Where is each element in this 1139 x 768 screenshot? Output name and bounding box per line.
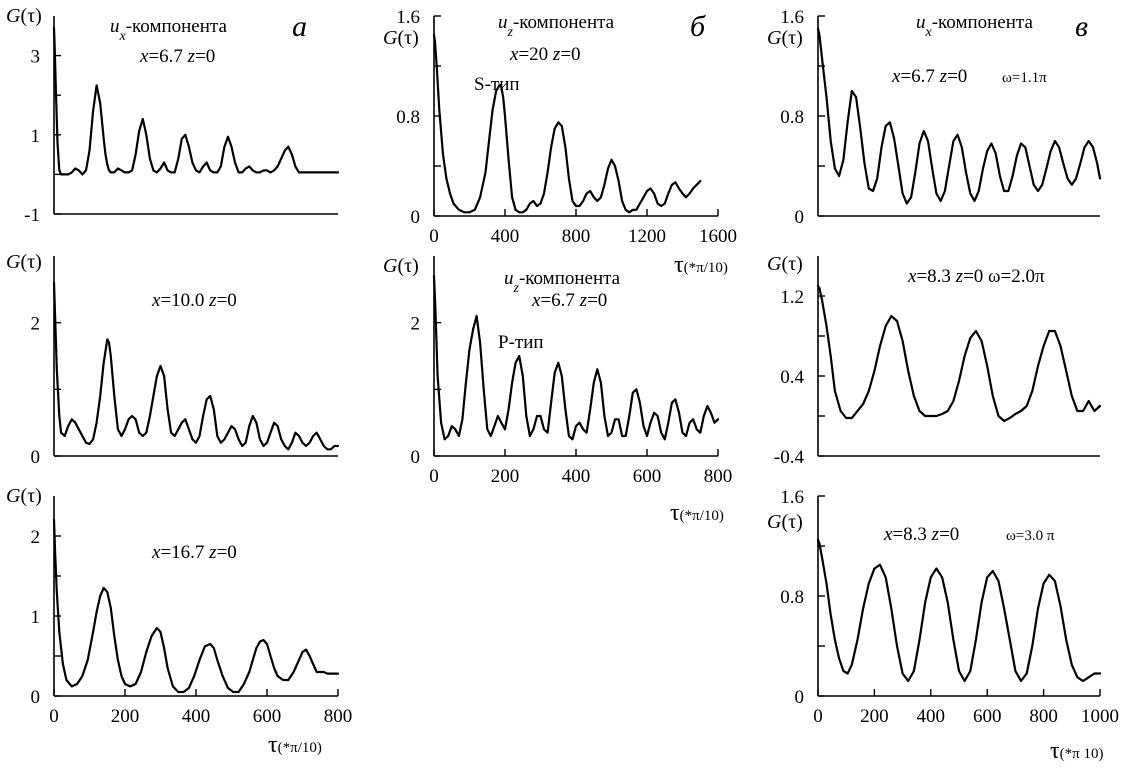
a3-xtick-label-3: 600 <box>253 706 282 727</box>
c1-series-line-0 <box>816 27 1102 205</box>
panel-letter-c: в <box>1075 10 1088 43</box>
b1-xlabel: τ(*π/10) <box>674 252 728 278</box>
a1-annotation-1: x=6.7 z=0 <box>139 46 215 67</box>
a3-ytick-label-0: 0 <box>31 687 41 708</box>
b1-xtick-label-2: 800 <box>562 226 591 247</box>
b1-ylabel: G(τ) <box>383 27 419 49</box>
a1-annotation-0: ux-компонента <box>110 16 227 44</box>
b2-annotation-2: P-тип <box>498 332 544 353</box>
b1-xtick-label-0: 0 <box>429 226 439 247</box>
a2-ytick-label-1: 2 <box>31 314 41 335</box>
a1-ylabel: G(τ) <box>6 5 42 27</box>
a2-annotation-0: x=10.0 z=0 <box>151 290 237 311</box>
chart-panel-a3: 0 1 2 0 200 400 600 800 G(τ) x=16.7 z=0 τ(*π/10) <box>6 485 352 758</box>
c3-xtick-label-1: 200 <box>860 706 889 727</box>
c3-annotation-1: ω=3.0 π <box>1006 528 1055 544</box>
b2-ytick-label-1: 2 <box>411 314 421 335</box>
c2-annotation-0: x=8.3 z=0 ω=2.0π <box>907 266 1045 287</box>
b2-xtick-label-3: 600 <box>633 466 662 487</box>
b2-series-line-0 <box>432 274 720 441</box>
a1-ytick-label-2: 3 <box>31 47 41 68</box>
c3-ytick-label-0: 0 <box>795 687 805 708</box>
b2-annotation-1: x=6.7 z=0 <box>531 290 607 311</box>
c1-annotation-0: ux-компонента <box>916 12 1033 40</box>
panel-letter-b: б <box>690 10 706 43</box>
c3-ytick-label-2: 1.6 <box>780 487 804 508</box>
c1-ylabel: G(τ) <box>767 27 803 49</box>
b1-xtick-label-1: 400 <box>491 226 520 247</box>
a3-ytick-label-2: 2 <box>31 527 41 548</box>
a3-xtick-label-4: 800 <box>324 706 353 727</box>
c1-ytick-label-0: 0 <box>795 207 805 228</box>
c2-ytick-label-1: 0.4 <box>780 367 804 388</box>
a3-xlabel: τ(*π/10) <box>268 732 322 758</box>
c3-series-line-0 <box>816 538 1102 683</box>
b2-ylabel: G(τ) <box>383 255 419 277</box>
a2-series-line-0 <box>52 281 340 451</box>
chart-panel-a2: 0 2 G(τ) x=10.0 z=0 <box>6 251 340 468</box>
b1-xtick-label-4: 1600 <box>699 226 737 247</box>
a1-ytick-label-1: 1 <box>31 126 41 147</box>
chart-panel-b1: 0 0.8 1.6 0 400 800 1200 1600 G(τ) uz-компонента x… <box>383 7 737 278</box>
b2-xtick-label-0: 0 <box>429 466 439 487</box>
b1-ytick-label-2: 1.6 <box>396 7 420 28</box>
chart-panel-c1: 0 0.8 1.6G(τ) ux-компонента x=6.7 z=0 ω=1.1π <box>767 7 1102 228</box>
b2-annotation-0: uz-компонента <box>504 268 621 296</box>
c1-ytick-label-2: 1.6 <box>780 7 804 28</box>
a3-xtick-label-2: 400 <box>182 706 211 727</box>
a3-xtick-label-0: 0 <box>49 706 59 727</box>
c3-xtick-label-4: 800 <box>1029 706 1058 727</box>
a3-ytick-label-1: 1 <box>31 607 41 628</box>
b2-xtick-label-1: 200 <box>491 466 520 487</box>
a3-xtick-label-1: 200 <box>111 706 140 727</box>
b1-series-line-0 <box>432 33 702 214</box>
c2-ylabel: G(τ) <box>767 253 803 275</box>
c3-xtick-label-3: 600 <box>973 706 1002 727</box>
a3-annotation-0: x=16.7 z=0 <box>151 542 237 563</box>
chart-panel-c2: -0.4 0.4 1.2 G(τ) x=8.3 z=0 ω=2.0π <box>767 253 1102 468</box>
c3-xlabel: τ(*π 10) <box>1050 738 1103 764</box>
a3-series-line-0 <box>52 518 340 694</box>
c2-ytick-label-0: -0.4 <box>774 447 805 468</box>
b2-xlabel: τ(*π/10) <box>670 500 724 526</box>
c3-xtick-label-5: 1000 <box>1081 706 1119 727</box>
c3-ylabel: G(τ) <box>767 511 803 533</box>
c3-annotation-0: x=8.3 z=0 <box>883 524 959 545</box>
a1-ytick-label-0: -1 <box>24 205 40 226</box>
b2-ytick-label-0: 0 <box>411 447 421 468</box>
b1-xtick-label-3: 1200 <box>628 226 666 247</box>
a2-ylabel: G(τ) <box>6 251 42 273</box>
c3-ytick-label-1: 0.8 <box>780 587 804 608</box>
b2-xtick-label-2: 400 <box>562 466 591 487</box>
a3-ylabel: G(τ) <box>6 485 42 507</box>
a1-series-line-0 <box>52 26 340 176</box>
panel-letter-a: а <box>292 10 307 43</box>
c1-annotation-2: ω=1.1π <box>1002 70 1047 86</box>
b1-annotation-2: S-тип <box>474 74 520 95</box>
c3-xtick-label-0: 0 <box>813 706 823 727</box>
c1-ytick-label-1: 0.8 <box>780 107 804 128</box>
b1-annotation-0: uz-компонента <box>498 12 615 40</box>
b2-xtick-label-4: 800 <box>704 466 733 487</box>
b1-ytick-label-0: 0 <box>411 207 421 228</box>
a2-ytick-label-0: 0 <box>31 447 41 468</box>
c3-xtick-label-2: 400 <box>917 706 946 727</box>
b1-annotation-1: x=20 z=0 <box>509 44 581 65</box>
c1-annotation-1: x=6.7 z=0 <box>891 66 967 87</box>
b1-ytick-label-1: 0.8 <box>396 107 420 128</box>
c2-series-line-0 <box>816 284 1102 423</box>
c2-ytick-label-2: 1.2 <box>780 287 804 308</box>
chart-panel-c3: 0 0.8 1.6 0 200 400 600 800 1000 G(τ) x=8.3 z=0 ω=3… <box>767 487 1119 764</box>
